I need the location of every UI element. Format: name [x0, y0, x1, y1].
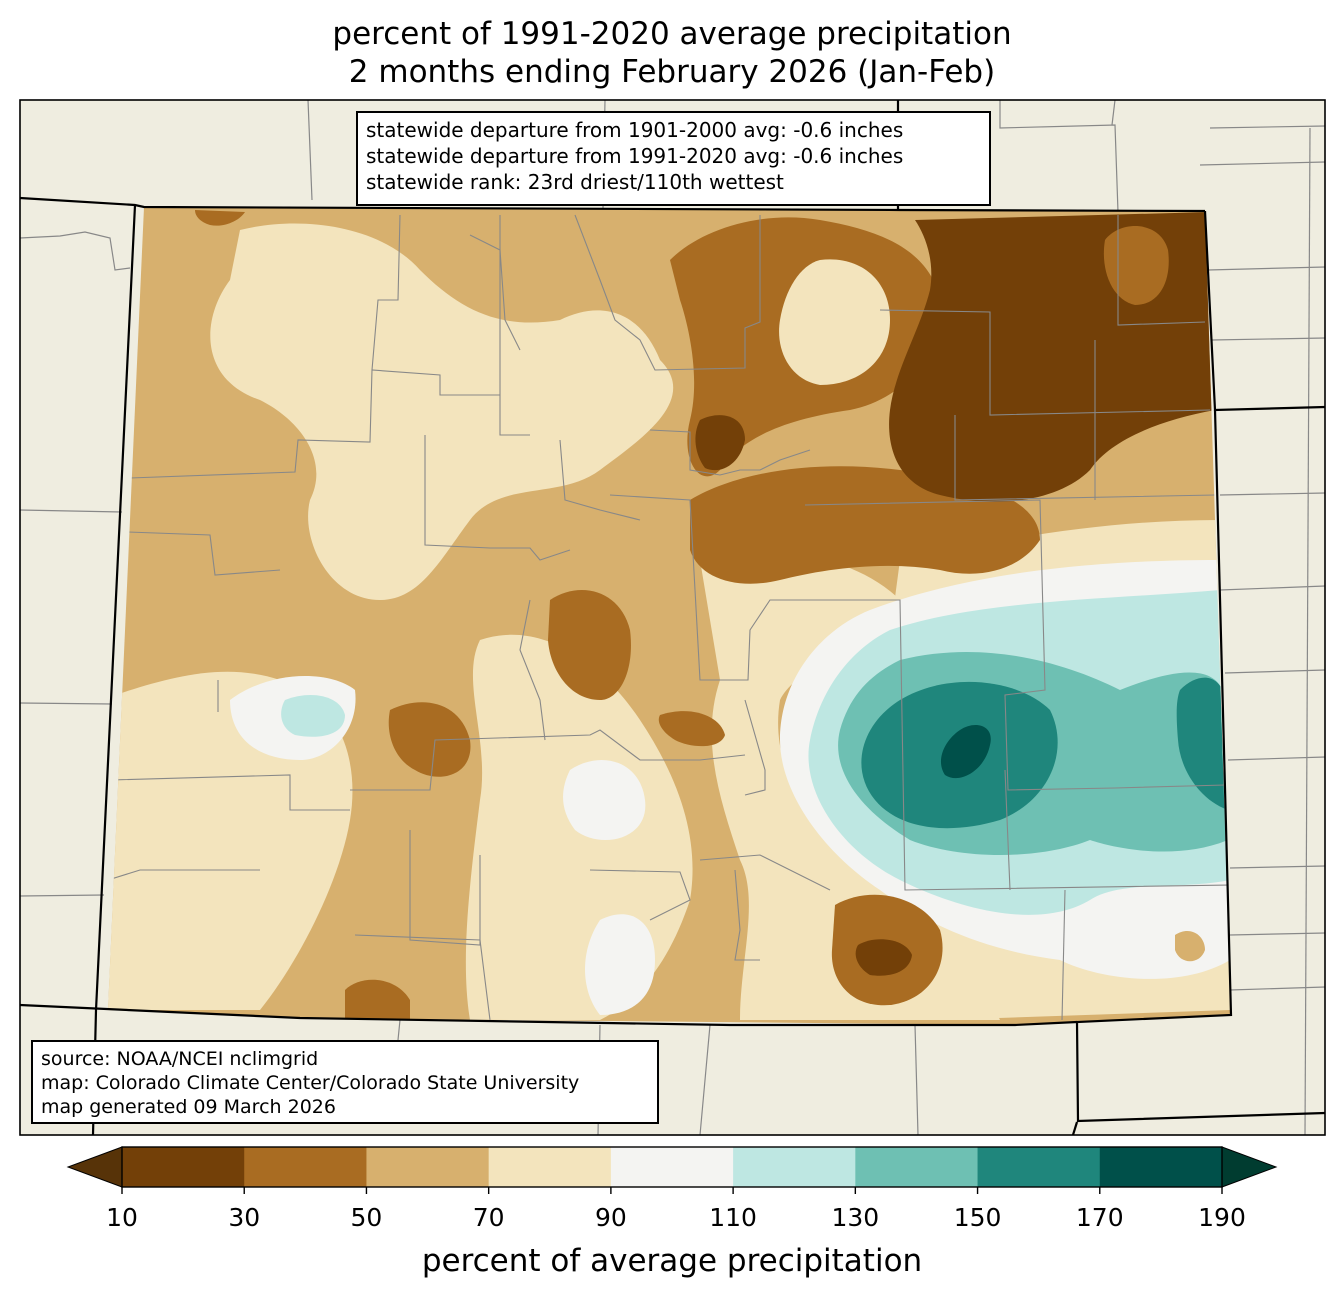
colorbar-tick-label: 70	[472, 1203, 505, 1232]
stats-line3: statewide rank: 23rd driest/110th wettes…	[366, 170, 784, 194]
stats-line2: statewide departure from 1991-2020 avg: …	[366, 144, 904, 168]
source-box: source: NOAA/NCEI nclimgrid map: Colorad…	[31, 1040, 659, 1124]
neighbor-state-lines	[20, 100, 1325, 1135]
colorbar-tick-label: 150	[953, 1203, 1002, 1232]
colorbar-tick-label: 90	[594, 1203, 627, 1232]
map-title-line2: 2 months ending February 2026 (Jan-Feb)	[348, 54, 996, 90]
colorbar-label: percent of average precipitation	[421, 1243, 923, 1279]
colorbar-tick-label: 10	[106, 1203, 138, 1232]
colorbar-tick-label: 50	[350, 1203, 383, 1232]
source-line1: source: NOAA/NCEI nclimgrid	[41, 1048, 319, 1070]
colorbar-tick-label: 170	[1075, 1203, 1124, 1232]
source-line2: map: Colorado Climate Center/Colorado St…	[41, 1072, 580, 1094]
colorbar-tick-label: 190	[1198, 1203, 1246, 1232]
colorbar-tick-label: 110	[709, 1203, 757, 1232]
county-lines	[108, 214, 1229, 1021]
source-line3: map generated 09 March 2026	[41, 1096, 336, 1118]
map-frame-border	[19, 99, 1326, 1136]
colorbar-tick-label: 130	[831, 1203, 880, 1232]
stats-line1: statewide departure from 1901-2000 avg: …	[366, 118, 904, 142]
colorbar-tick-label: 30	[228, 1203, 261, 1232]
map-title-line1: percent of 1991-2020 average precipitati…	[332, 16, 1012, 52]
statewide-stats-box: statewide departure from 1901-2000 avg: …	[356, 111, 991, 206]
precipitation-field	[108, 207, 1231, 1025]
